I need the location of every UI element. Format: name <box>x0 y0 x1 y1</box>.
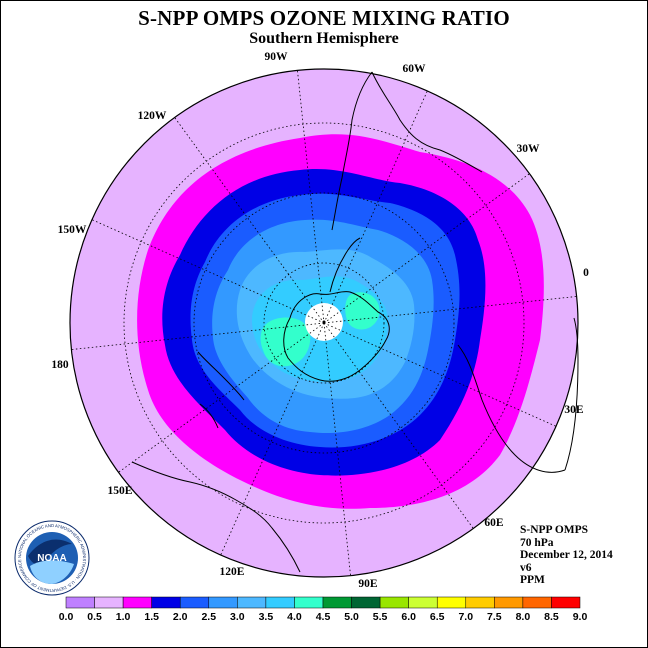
colorbar-segment <box>122 596 152 609</box>
ozone-band-4.0-4.5 <box>260 317 311 367</box>
longitude-label: 30W <box>517 143 541 155</box>
new-zealand-coastline <box>197 351 245 429</box>
africa-coastline <box>457 317 579 473</box>
colorbar-segment <box>94 596 124 609</box>
colorbar-tick-label: 3.5 <box>259 611 274 623</box>
graticule <box>71 70 577 576</box>
colorbar-tick-label: 8.0 <box>516 611 531 623</box>
coastlines <box>131 71 579 573</box>
colorbar-tick-label: 4.0 <box>287 611 302 623</box>
info-units: PPM <box>520 574 545 586</box>
colorbar-segment <box>465 596 495 609</box>
colorbar-segment <box>351 596 381 609</box>
colorbar-tick-label: 5.5 <box>373 611 388 623</box>
longitude-label: 150W <box>58 224 87 236</box>
colorbar-segment <box>237 596 267 609</box>
colorbar-tick-label: 2.5 <box>201 611 216 623</box>
colorbar-segment <box>65 596 95 609</box>
latitude-circle <box>123 122 525 524</box>
page-subtitle: Southern Hemisphere <box>249 30 399 47</box>
longitude-label: 60E <box>484 517 504 529</box>
info-instrument: S-NPP OMPS <box>520 524 589 536</box>
latitude-circle <box>263 262 385 384</box>
colorbar-tick-label: 5.0 <box>344 611 359 623</box>
colorbar-tick-label: 7.0 <box>458 611 473 623</box>
colorbar-segment <box>408 596 438 609</box>
info-panel: S-NPP OMPS 70 hPa December 12, 2014 v6 P… <box>520 524 613 587</box>
colorbar-tick-label: 6.5 <box>430 611 445 623</box>
colorbar-segment <box>294 596 324 609</box>
colorbar-segment <box>551 596 581 609</box>
colorbar: 0.0 0.5 1.0 1.5 2.0 2.5 3.0 3.5 4.0 4.5 5.0 5.5 6.0 6… <box>59 596 588 623</box>
longitude-label: 30E <box>564 404 584 416</box>
colorbar-tick-label: 4.5 <box>316 611 331 623</box>
longitude-label: 0 <box>583 267 589 279</box>
info-date: December 12, 2014 <box>520 549 613 561</box>
colorbar-segment <box>322 596 352 609</box>
noaa-logo: NOAA NATIONAL OCEANIC AND ATMOSPHERIC AD… <box>14 520 90 596</box>
colorbar-segment <box>151 596 181 609</box>
longitude-label: 180 <box>51 359 69 371</box>
colorbar-segment <box>522 596 552 609</box>
antarctic-peninsula <box>329 237 361 293</box>
colorbar-segment <box>265 596 295 609</box>
colorbar-tick-label: 1.5 <box>144 611 159 623</box>
colorbar-tick-label: 3.0 <box>230 611 245 623</box>
noaa-logo-text: NOAA <box>37 553 66 564</box>
colorbar-segment <box>436 596 467 609</box>
longitude-label: 90W <box>265 51 289 63</box>
colorbar-tick-label: 9.0 <box>573 611 588 623</box>
longitude-label: 60W <box>403 63 427 75</box>
longitude-label: 150E <box>108 485 133 497</box>
longitude-label: 120W <box>138 110 167 122</box>
colorbar-segment <box>208 596 238 609</box>
south-america-coastline <box>331 71 483 231</box>
colorbar-segment <box>179 596 210 609</box>
australia-coastline <box>131 461 301 573</box>
colorbar-tick-label: 0.0 <box>59 611 74 623</box>
info-version: v6 <box>520 561 532 574</box>
map-boundary <box>69 68 579 578</box>
latitude-circle <box>193 192 455 454</box>
colorbar-tick-label: 8.5 <box>544 611 559 623</box>
longitude-label: 90E <box>358 578 378 590</box>
page-title: S-NPP OMPS OZONE MIXING RATIO <box>138 6 510 30</box>
info-level: 70 hPa <box>520 536 554 549</box>
colorbar-tick-label: 1.0 <box>116 611 131 623</box>
colorbar-segment <box>379 596 409 609</box>
antarctica-coastline <box>283 291 390 382</box>
colorbar-tick-label: 0.5 <box>87 611 102 623</box>
colorbar-segment <box>494 596 524 609</box>
colorbar-tick-label: 2.0 <box>173 611 188 623</box>
longitude-labels: 90W 60W 30W 0 30E 60E 90E 120E 150E 180 150W 120W <box>51 51 589 590</box>
colorbar-tick-label: 6.0 <box>401 611 416 623</box>
longitude-label: 120E <box>220 566 245 578</box>
colorbar-tick-label: 7.5 <box>487 611 502 623</box>
